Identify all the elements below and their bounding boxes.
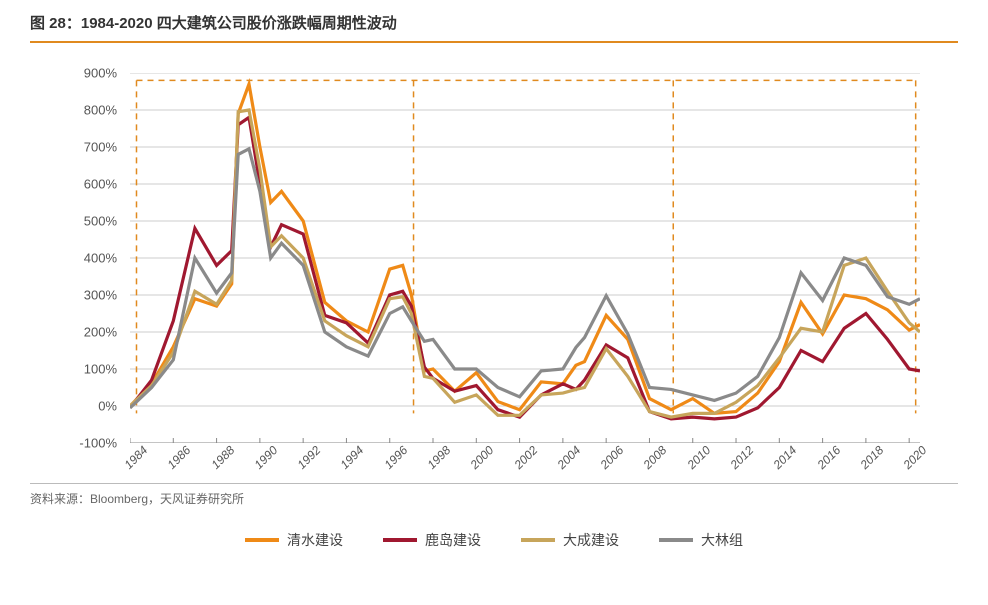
legend-swatch xyxy=(383,538,417,542)
y-tick-label: -100% xyxy=(79,436,117,451)
x-tick-label: 2000 xyxy=(468,443,497,472)
legend-item: 大成建设 xyxy=(521,530,619,550)
x-tick-label: 1994 xyxy=(338,443,367,472)
x-tick-label: 2018 xyxy=(857,443,886,472)
y-tick-label: 600% xyxy=(84,177,117,192)
y-tick-label: 900% xyxy=(84,66,117,81)
x-axis-labels: 1984198619881990199219941996199820002002… xyxy=(130,445,920,485)
series-line xyxy=(130,84,920,413)
chart-area: -100% 0% 100% 200% 300% 400% 500% 600% 700% 800% 9… xyxy=(50,63,938,483)
figure-container: 图 28：1984-2020 四大建筑公司股价涨跌幅周期性波动 -100% 0% 1… xyxy=(0,0,988,605)
x-tick-label: 2008 xyxy=(641,443,670,472)
y-tick-label: 400% xyxy=(84,251,117,266)
x-tick-label: 1988 xyxy=(208,443,237,472)
series-line xyxy=(130,110,920,417)
source-text: 资料来源：Bloomberg，天风证券研究所 xyxy=(0,484,988,507)
legend-item: 清水建设 xyxy=(245,530,343,550)
x-tick-label: 2014 xyxy=(771,443,800,472)
legend-label: 大林组 xyxy=(701,530,743,550)
x-tick-label: 1990 xyxy=(251,443,280,472)
x-tick-label: 2002 xyxy=(511,443,540,472)
legend-swatch xyxy=(659,538,693,542)
x-tick-label: 1984 xyxy=(122,443,151,472)
x-tick-label: 1996 xyxy=(381,443,410,472)
title-divider xyxy=(30,41,958,43)
legend-label: 清水建设 xyxy=(287,530,343,550)
y-tick-label: 500% xyxy=(84,214,117,229)
series-line xyxy=(130,117,920,419)
legend-item: 大林组 xyxy=(659,530,743,550)
legend: 清水建设 鹿岛建设 大成建设 大林组 xyxy=(0,530,988,550)
x-tick-label: 2012 xyxy=(728,443,757,472)
figure-title: 图 28：1984-2020 四大建筑公司股价涨跌幅周期性波动 xyxy=(0,0,988,41)
legend-swatch xyxy=(521,538,555,542)
x-tick-label: 2010 xyxy=(684,443,713,472)
x-tick-label: 1998 xyxy=(425,443,454,472)
y-axis-labels: -100%0%100%200%300%400%500%600%700%800%9… xyxy=(50,73,125,443)
legend-label: 鹿岛建设 xyxy=(425,530,481,550)
x-tick-label: 1986 xyxy=(165,443,194,472)
y-tick-label: 800% xyxy=(84,103,117,118)
legend-item: 鹿岛建设 xyxy=(383,530,481,550)
legend-label: 大成建设 xyxy=(563,530,619,550)
legend-swatch xyxy=(245,538,279,542)
y-tick-label: 0% xyxy=(98,399,117,414)
y-tick-label: 300% xyxy=(84,288,117,303)
x-tick-label: 2004 xyxy=(554,443,583,472)
y-tick-label: 100% xyxy=(84,362,117,377)
y-tick-label: 700% xyxy=(84,140,117,155)
x-tick-label: 2006 xyxy=(598,443,627,472)
x-tick-label: 2016 xyxy=(814,443,843,472)
line-chart xyxy=(130,73,920,443)
x-tick-label: 1992 xyxy=(295,443,324,472)
x-tick-label: 2020 xyxy=(901,443,930,472)
y-tick-label: 200% xyxy=(84,325,117,340)
